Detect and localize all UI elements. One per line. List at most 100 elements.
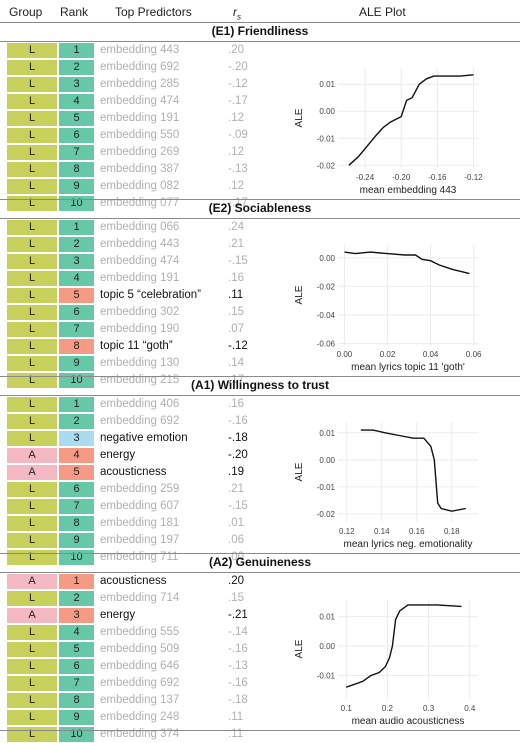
- table-row: L 5 topic 5 “celebration” .11: [0, 288, 520, 304]
- predictor-name: embedding 607: [100, 500, 180, 512]
- rs-value: .17: [228, 374, 244, 386]
- rs-value: .16: [228, 272, 244, 284]
- section-title: (E2) Sociableness: [208, 201, 312, 215]
- predictor-name: embedding 191: [100, 272, 180, 284]
- rs-value: -.13: [228, 660, 248, 672]
- table-row: L 8 embedding 387 -.13: [0, 162, 520, 178]
- group-cell: L: [7, 625, 57, 640]
- rank-cell: 2: [59, 237, 94, 252]
- rank-cell: 9: [59, 533, 94, 548]
- table-row: L 8 embedding 137 -.18: [0, 693, 520, 709]
- y-tick-label: 0.01: [319, 613, 335, 622]
- predictor-name: embedding 692: [100, 415, 180, 427]
- predictor-name: acousticness: [100, 466, 167, 478]
- rank-cell: 4: [59, 94, 94, 109]
- table-row: L 7 embedding 190 .07: [0, 322, 520, 338]
- table-row: A 3 energy -.21: [0, 608, 520, 624]
- rank-cell: 1: [59, 397, 94, 412]
- table-row: L 9 embedding 197 .06: [0, 533, 520, 549]
- rank-cell: 6: [59, 305, 94, 320]
- predictor-name: embedding 285: [100, 78, 180, 90]
- section-title: (E1) Friendliness: [211, 24, 309, 38]
- group-cell: L: [7, 591, 57, 606]
- header-rs-main: r: [233, 5, 237, 19]
- group-cell: A: [7, 465, 57, 480]
- x-tick-label: 0.12: [339, 527, 355, 536]
- predictor-name: embedding 711: [100, 551, 179, 563]
- rs-value: .14: [228, 357, 244, 369]
- predictor-name: embedding 646: [100, 660, 180, 672]
- rank-cell: 7: [59, 322, 94, 337]
- table-row: L 5 embedding 191 .12: [0, 111, 520, 127]
- group-cell: L: [7, 220, 57, 235]
- x-axis-label: mean lyrics neg. emotionality: [344, 539, 473, 549]
- section-title: (A2) Genuineness: [208, 555, 312, 569]
- predictor-name: embedding 406: [100, 398, 180, 410]
- table-row: L 1 embedding 066 .24: [0, 220, 520, 236]
- rank-cell: 8: [59, 162, 94, 177]
- table-row: L 9 embedding 082 .12: [0, 179, 520, 195]
- header-rs-sub: s: [237, 12, 241, 22]
- y-tick-label: -0.01: [317, 134, 336, 143]
- rs-value: -.12: [228, 340, 248, 352]
- rs-value: -.14: [228, 626, 248, 638]
- rank-cell: 4: [59, 448, 94, 463]
- ale-line: [345, 604, 462, 688]
- table-row: L 8 topic 11 “goth” -.12: [0, 339, 520, 355]
- predictor-name: acousticness: [100, 575, 167, 587]
- table-row: L 7 embedding 692 -.16: [0, 676, 520, 692]
- rs-value: -.16: [228, 415, 248, 427]
- y-tick-label: -0.06: [317, 340, 336, 349]
- group-cell: L: [7, 356, 57, 371]
- rank-cell: 8: [59, 339, 94, 354]
- table-row: L 9 embedding 248 .11: [0, 710, 520, 726]
- group-cell: L: [7, 305, 57, 320]
- header-predictors: Top Predictors: [115, 5, 192, 19]
- y-tick-label: -0.01: [317, 483, 336, 492]
- x-axis-label: mean audio acousticness: [352, 716, 465, 726]
- table-row: L 4 embedding 474 -.17: [0, 94, 520, 110]
- rs-value: .20: [228, 575, 244, 587]
- rank-cell: 3: [59, 77, 94, 92]
- predictor-name: negative emotion: [100, 432, 188, 444]
- table-row: L 2 embedding 692 -.16: [0, 414, 520, 430]
- rank-cell: 9: [59, 179, 94, 194]
- table-header: Group Rank Top Predictors rs ALE Plot: [0, 0, 520, 26]
- table-row: L 3 embedding 474 -.15: [0, 254, 520, 270]
- table-row: L 6 embedding 550 -.09: [0, 128, 520, 144]
- divider-line: [0, 22, 520, 23]
- table-row: L 6 embedding 302 .15: [0, 305, 520, 321]
- rs-value: .15: [228, 592, 244, 604]
- group-cell: L: [7, 499, 57, 514]
- x-tick-label: -0.16: [428, 173, 447, 182]
- group-cell: L: [7, 339, 57, 354]
- group-cell: L: [7, 414, 57, 429]
- y-tick-label: 0.00: [319, 456, 335, 465]
- table-row: A 5 acousticness .19: [0, 465, 520, 481]
- predictor-name: embedding 082: [100, 180, 180, 192]
- divider-line: [0, 572, 520, 573]
- table-row: L 7 embedding 269 .12: [0, 145, 520, 161]
- y-axis-label: ALE: [294, 108, 305, 127]
- group-cell: L: [7, 482, 57, 497]
- table-row: L 8 embedding 181 .01: [0, 516, 520, 532]
- predictor-name: embedding 692: [100, 61, 180, 73]
- table-row: L 6 embedding 646 -.13: [0, 659, 520, 675]
- rs-value: .12: [228, 112, 244, 124]
- y-tick-label: 0.00: [319, 254, 335, 263]
- y-tick-label: 0.01: [319, 80, 335, 89]
- y-tick-label: 0.00: [319, 107, 335, 116]
- x-tick-label: 0.16: [409, 527, 425, 536]
- predictor-name: embedding 443: [100, 238, 180, 250]
- rank-cell: 1: [59, 43, 94, 58]
- y-axis-label: ALE: [294, 639, 305, 658]
- divider-line: [0, 218, 520, 219]
- rank-cell: 2: [59, 591, 94, 606]
- group-cell: A: [7, 608, 57, 623]
- table-row: L 10 embedding 077 -.17: [0, 196, 520, 212]
- predictor-name: embedding 509: [100, 643, 180, 655]
- rs-value: .12: [228, 180, 244, 192]
- divider-line: [0, 376, 520, 377]
- table-row: L 5 embedding 509 -.16: [0, 642, 520, 658]
- x-tick-label: -0.20: [392, 173, 411, 182]
